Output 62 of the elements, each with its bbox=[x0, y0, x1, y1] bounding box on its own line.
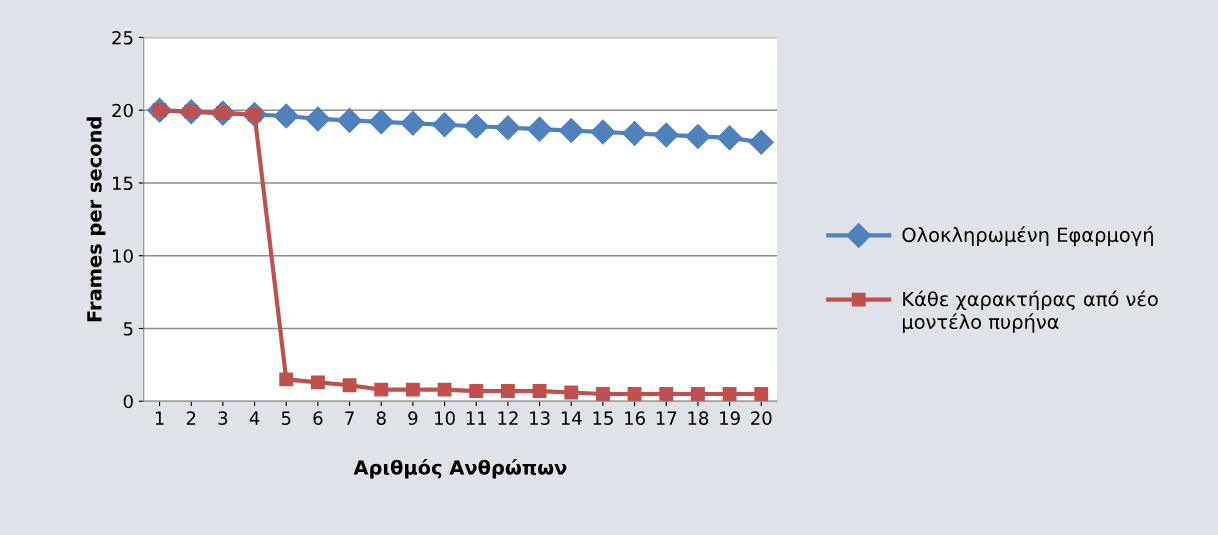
legend-label: Κάθε χαρακτήρας από νέο μοντέλο πυρήνα bbox=[902, 290, 1158, 333]
point bbox=[622, 121, 648, 146]
point bbox=[463, 113, 489, 139]
point bbox=[273, 103, 299, 129]
x-tick-label: 9 bbox=[408, 411, 418, 425]
x-tick-label: 16 bbox=[625, 411, 645, 425]
point bbox=[748, 129, 774, 155]
point bbox=[337, 107, 363, 133]
y-tick-label: 5 bbox=[123, 322, 133, 336]
x-tick-label: 8 bbox=[376, 411, 386, 425]
y-tick-label: 15 bbox=[113, 176, 133, 191]
x-tick-label: 15 bbox=[593, 411, 613, 425]
x-tick-label: 12 bbox=[498, 411, 518, 425]
x-tick-label: 10 bbox=[435, 411, 455, 425]
y-tick-label: 20 bbox=[112, 103, 133, 118]
legend-label: Ολοκληρωμένη Εφαρμογή bbox=[902, 226, 1153, 246]
x-tick-label: 14 bbox=[561, 411, 582, 425]
y-tick-label: 0 bbox=[123, 394, 133, 409]
x-tick-label: 4 bbox=[249, 411, 260, 425]
point bbox=[653, 122, 679, 148]
point bbox=[590, 119, 616, 145]
point bbox=[532, 384, 547, 399]
x-axis-title: Αριθμός Ανθρώπων bbox=[353, 459, 567, 479]
point bbox=[495, 115, 521, 141]
y-axis-title: Frames per second bbox=[86, 117, 106, 322]
point bbox=[722, 387, 737, 401]
x-tick-label: 20 bbox=[751, 411, 772, 425]
x-tick-label: 11 bbox=[466, 411, 487, 425]
point bbox=[564, 385, 579, 400]
x-tick-label: 2 bbox=[186, 411, 196, 425]
x-tick-label: 3 bbox=[218, 411, 228, 425]
point bbox=[685, 123, 711, 149]
x-tick-label: 13 bbox=[530, 411, 550, 425]
point bbox=[432, 112, 458, 138]
point bbox=[405, 382, 420, 397]
point bbox=[437, 382, 452, 397]
x-tick-label: 6 bbox=[313, 411, 323, 425]
point bbox=[595, 387, 610, 401]
y-tick-label: 10 bbox=[113, 249, 133, 263]
y-tick-label: 25 bbox=[112, 30, 133, 45]
point bbox=[305, 106, 331, 132]
point bbox=[690, 387, 705, 401]
x-tick-label: 1 bbox=[155, 411, 164, 425]
point bbox=[469, 384, 484, 399]
point bbox=[659, 387, 674, 401]
point bbox=[400, 110, 426, 136]
point bbox=[754, 387, 769, 401]
point bbox=[558, 118, 584, 144]
point bbox=[279, 372, 294, 387]
point bbox=[627, 387, 642, 401]
point bbox=[374, 382, 389, 397]
point bbox=[527, 116, 553, 142]
point bbox=[368, 109, 394, 135]
point bbox=[310, 375, 325, 390]
x-tick-label: 7 bbox=[345, 411, 354, 425]
x-tick-label: 5 bbox=[281, 411, 291, 425]
x-tick-label: 19 bbox=[720, 411, 740, 425]
point bbox=[500, 384, 515, 399]
point bbox=[717, 125, 743, 151]
x-tick-label: 18 bbox=[688, 411, 709, 425]
point bbox=[342, 378, 357, 393]
x-tick-label: 17 bbox=[656, 411, 677, 425]
